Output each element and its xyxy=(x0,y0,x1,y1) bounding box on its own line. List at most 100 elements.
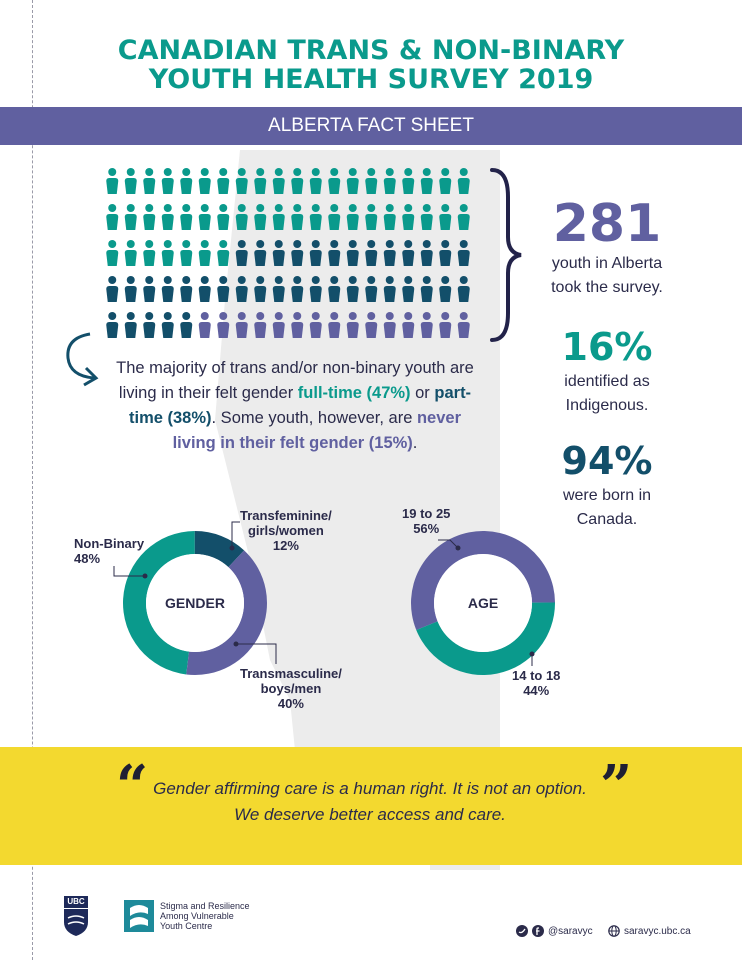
sarvyc-logo: Stigma and Resilience Among Vulnerable Y… xyxy=(124,900,250,937)
age-chart-title: AGE xyxy=(468,595,498,611)
age-slice-14-to-18 xyxy=(416,602,555,675)
brace-icon xyxy=(490,168,522,342)
person-icon xyxy=(383,240,396,266)
person-icon xyxy=(272,168,285,194)
label-non-binary-value: 48% xyxy=(74,551,101,566)
person-icon xyxy=(254,276,267,302)
person-icon xyxy=(402,312,415,338)
person-icon xyxy=(143,204,156,230)
facebook-icon[interactable] xyxy=(532,925,544,937)
person-icon xyxy=(439,276,452,302)
person-icon xyxy=(457,240,470,266)
label-transmasculine-name-1: Transmasculine/ xyxy=(240,666,342,681)
ubc-crest-icon xyxy=(64,896,88,936)
person-icon xyxy=(272,312,285,338)
person-icon xyxy=(106,312,119,338)
age-donut-chart: AGE xyxy=(411,531,555,675)
ubc-logo: UBC xyxy=(62,896,90,941)
quote-band xyxy=(0,747,742,865)
participants-text-1: youth in Alberta xyxy=(551,255,663,272)
person-icon xyxy=(365,312,378,338)
ubc-logo-text: UBC xyxy=(67,897,85,906)
person-icon xyxy=(439,312,452,338)
person-icon xyxy=(198,312,211,338)
person-icon xyxy=(235,204,248,230)
person-icon xyxy=(365,276,378,302)
person-icon xyxy=(161,276,174,302)
person-icon xyxy=(180,240,193,266)
person-icon xyxy=(346,312,359,338)
person-icon xyxy=(143,168,156,194)
stat-born-in-canada: 94% were born in Canada. xyxy=(522,442,692,532)
page-title: CANADIAN TRANS & NON-BINARY YOUTH HEALTH… xyxy=(0,36,742,94)
person-icon xyxy=(346,204,359,230)
globe-icon xyxy=(608,925,620,937)
person-icon xyxy=(402,240,415,266)
person-icon xyxy=(365,240,378,266)
person-icon xyxy=(217,204,230,230)
person-icon xyxy=(291,276,304,302)
person-icon xyxy=(198,276,211,302)
person-icon xyxy=(143,276,156,302)
participants-text-2: took the survey. xyxy=(551,279,663,296)
quote-line-1: Gender affirming care is a human right. … xyxy=(153,779,587,798)
person-icon xyxy=(235,240,248,266)
person-icon xyxy=(198,240,211,266)
person-icon xyxy=(420,204,433,230)
person-icon xyxy=(383,168,396,194)
people-pictogram xyxy=(106,168,470,338)
label-transfeminine: Transfeminine/ girls/women 12% xyxy=(240,508,332,553)
part-time-highlight: part-time (38%) xyxy=(128,384,472,427)
never-highlight: never living in their felt gender (15%) xyxy=(172,409,461,452)
twitter-icon[interactable] xyxy=(516,925,528,937)
title-line-1: CANADIAN TRANS & NON-BINARY xyxy=(117,35,625,66)
person-icon xyxy=(217,312,230,338)
label-transmasculine: Transmasculine/ boys/men 40% xyxy=(240,666,342,711)
person-icon xyxy=(457,312,470,338)
person-icon xyxy=(143,240,156,266)
person-icon xyxy=(217,276,230,302)
person-icon xyxy=(180,312,193,338)
person-icon xyxy=(106,204,119,230)
person-icon xyxy=(457,168,470,194)
person-icon xyxy=(328,312,341,338)
person-icon xyxy=(309,312,322,338)
person-icon xyxy=(383,204,396,230)
person-icon xyxy=(402,168,415,194)
person-icon xyxy=(328,168,341,194)
person-icon xyxy=(272,276,285,302)
website-link: saravyc.ubc.ca xyxy=(608,925,691,937)
person-icon xyxy=(420,276,433,302)
person-icon xyxy=(439,168,452,194)
social-handle-text[interactable]: @saravyc xyxy=(548,925,593,937)
person-icon xyxy=(198,168,211,194)
person-icon xyxy=(235,168,248,194)
felt-gender-text-1: The majority of trans and/or non-binary … xyxy=(116,359,474,402)
person-icon xyxy=(217,240,230,266)
felt-gender-statement: The majority of trans and/or non-binary … xyxy=(108,356,482,456)
person-icon xyxy=(328,276,341,302)
felt-gender-text-3: . Some youth, however, are xyxy=(211,409,417,427)
person-icon xyxy=(402,204,415,230)
person-icon xyxy=(309,168,322,194)
person-icon xyxy=(346,168,359,194)
canada-text-1: were born in xyxy=(562,487,652,504)
label-transmasculine-name-2: boys/men xyxy=(260,681,322,696)
person-icon xyxy=(124,312,137,338)
person-icon xyxy=(254,204,267,230)
person-icon xyxy=(161,168,174,194)
quote-line-2: We deserve better access and care. xyxy=(234,805,506,824)
felt-gender-text-4: . xyxy=(412,434,418,452)
gender-slice-transfeminine-girls-women xyxy=(194,531,245,568)
person-icon xyxy=(309,276,322,302)
gender-chart-title: GENDER xyxy=(165,595,225,611)
age-slice-19-to-25 xyxy=(411,531,555,630)
label-transfeminine-name-1: Transfeminine/ xyxy=(240,508,332,523)
person-icon xyxy=(309,240,322,266)
website-text[interactable]: saravyc.ubc.ca xyxy=(624,925,691,937)
indigenous-text-1: identified as xyxy=(564,373,650,390)
person-icon xyxy=(161,204,174,230)
person-icon xyxy=(420,312,433,338)
person-icon xyxy=(457,204,470,230)
person-icon xyxy=(383,312,396,338)
